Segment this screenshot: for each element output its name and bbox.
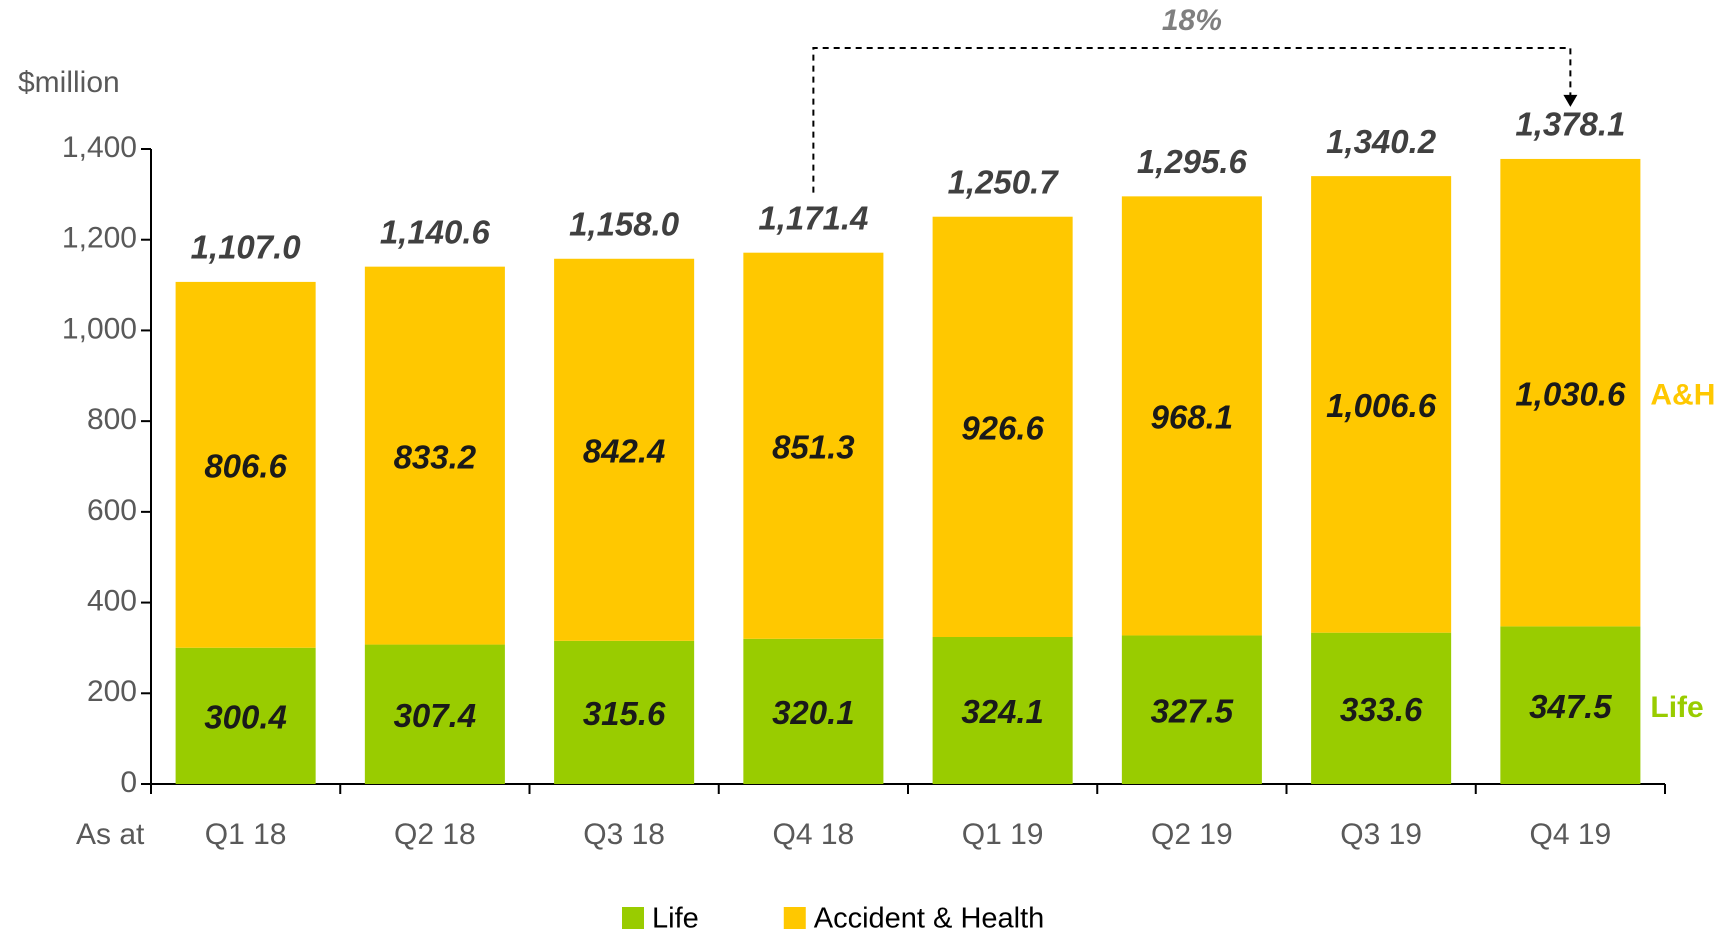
data-label: 833.2 <box>394 438 477 475</box>
data-label: 1,006.6 <box>1326 387 1437 424</box>
data-label: 347.5 <box>1529 688 1612 725</box>
y-tick-label: 1,200 <box>62 222 137 255</box>
bar-segment <box>1311 176 1452 633</box>
legend-label: Life <box>652 903 699 935</box>
x-tick-label: Q1 18 <box>205 818 287 851</box>
y-tick-label: 400 <box>87 584 137 617</box>
data-label: 315.6 <box>583 695 666 732</box>
bar-segment <box>932 216 1073 637</box>
total-label: 1,295.6 <box>1137 143 1248 180</box>
series-end-label: Life <box>1650 691 1703 724</box>
y-tick-label: 800 <box>87 403 137 436</box>
data-label: 842.4 <box>583 433 666 470</box>
bar-segment <box>1121 196 1262 636</box>
legend-swatch <box>783 907 806 929</box>
total-label: 1,340.2 <box>1326 123 1437 160</box>
data-label: 926.6 <box>961 410 1044 447</box>
data-label: 307.4 <box>394 697 477 734</box>
data-label: 333.6 <box>1340 691 1423 728</box>
x-tick-label: Q4 18 <box>773 818 855 851</box>
x-tick-label: Q2 18 <box>394 818 476 851</box>
x-tick-label: Q1 19 <box>962 818 1044 851</box>
bar-segment <box>743 638 884 784</box>
x-tick-label: Q3 18 <box>583 818 665 851</box>
data-label: 327.5 <box>1151 692 1234 729</box>
x-tick-label: Q4 19 <box>1530 818 1612 851</box>
bar-segment <box>743 252 884 639</box>
data-label: 968.1 <box>1151 399 1234 436</box>
total-label: 1,171.4 <box>758 199 868 236</box>
y-tick-label: 1,400 <box>62 131 137 164</box>
growth-bracket <box>812 47 1572 193</box>
data-label: 806.6 <box>204 448 287 485</box>
total-label: 1,140.6 <box>380 213 491 250</box>
bar-segment <box>1121 635 1262 784</box>
bar-segment <box>1500 626 1641 784</box>
growth-annotation: 18% <box>1162 4 1222 37</box>
bar-segment <box>1311 632 1452 784</box>
bar-segment <box>554 258 695 641</box>
y-tick-label: 600 <box>87 494 137 527</box>
y-axis-label: $million <box>18 66 120 99</box>
total-label: 1,158.0 <box>569 205 680 242</box>
x-tick-label: Q2 19 <box>1151 818 1233 851</box>
data-label: 320.1 <box>772 694 855 731</box>
total-label: 1,107.0 <box>191 229 302 266</box>
total-label: 1,250.7 <box>948 163 1060 200</box>
data-label: 851.3 <box>772 428 855 465</box>
x-tick-label: Q3 19 <box>1340 818 1422 851</box>
bar-segment <box>932 636 1073 784</box>
legend-swatch <box>622 907 644 929</box>
data-label: 1,030.6 <box>1515 375 1626 412</box>
y-tick-label: 0 <box>120 766 137 799</box>
growth-arrow <box>1563 94 1578 107</box>
bar-segment <box>175 281 316 648</box>
total-label: 1,378.1 <box>1515 106 1625 143</box>
bar-segment <box>364 644 505 784</box>
data-label: 324.1 <box>961 693 1044 730</box>
bar-segment <box>1500 158 1641 627</box>
data-label: 300.4 <box>204 699 287 736</box>
x-axis-label: As at <box>76 818 145 851</box>
y-tick-label: 200 <box>87 675 137 708</box>
bar-segment <box>175 647 316 784</box>
bar-segment <box>554 640 695 784</box>
series-end-label: A&H <box>1650 379 1715 412</box>
y-tick-label: 1,000 <box>62 312 137 345</box>
legend-label: Accident & Health <box>814 903 1045 935</box>
bar-segment <box>364 266 505 645</box>
